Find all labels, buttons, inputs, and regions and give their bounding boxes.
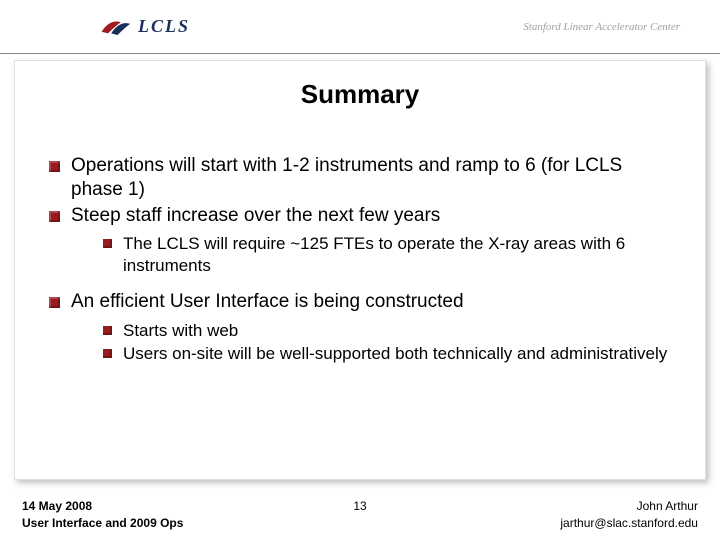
logo-swoosh-icon bbox=[100, 17, 132, 37]
bullet-item: An efficient User Interface is being con… bbox=[49, 290, 677, 364]
bullet-list: Operations will start with 1-2 instrumen… bbox=[49, 154, 677, 364]
footer: 14 May 2008 13 John Arthur User Interfac… bbox=[0, 498, 720, 532]
bullet-text: An efficient User Interface is being con… bbox=[71, 291, 464, 312]
bullet-text: Operations will start with 1-2 instrumen… bbox=[71, 155, 622, 200]
header-banner: LCLS Stanford Linear Accelerator Center bbox=[0, 0, 720, 54]
sub-bullet-text: Starts with web bbox=[123, 321, 238, 340]
slide-title: Summary bbox=[43, 79, 677, 110]
sub-bullet-item: Users on-site will be well-supported bot… bbox=[103, 343, 677, 364]
bullet-item: Steep staff increase over the next few y… bbox=[49, 204, 677, 276]
org-name: Stanford Linear Accelerator Center bbox=[523, 21, 680, 33]
logo-text: LCLS bbox=[138, 16, 190, 37]
footer-spacer bbox=[247, 515, 472, 532]
footer-date: 14 May 2008 bbox=[22, 498, 247, 515]
footer-topic: User Interface and 2009 Ops bbox=[22, 515, 247, 532]
footer-page: 13 bbox=[247, 498, 472, 515]
sub-bullet-item: The LCLS will require ~125 FTEs to opera… bbox=[103, 233, 677, 276]
bullet-text: Steep staff increase over the next few y… bbox=[71, 205, 440, 226]
footer-row-1: 14 May 2008 13 John Arthur bbox=[22, 498, 698, 515]
sub-bullet-text: Users on-site will be well-supported bot… bbox=[123, 344, 667, 363]
sub-bullet-text: The LCLS will require ~125 FTEs to opera… bbox=[123, 234, 625, 274]
sub-bullet-item: Starts with web bbox=[103, 320, 677, 341]
sub-bullet-list: The LCLS will require ~125 FTEs to opera… bbox=[103, 233, 677, 276]
footer-author: John Arthur bbox=[473, 498, 698, 515]
lcls-logo: LCLS bbox=[100, 16, 190, 37]
footer-email: jarthur@slac.stanford.edu bbox=[473, 515, 698, 532]
sub-bullet-list: Starts with web Users on-site will be we… bbox=[103, 320, 677, 365]
footer-row-2: User Interface and 2009 Ops jarthur@slac… bbox=[22, 515, 698, 532]
bullet-item: Operations will start with 1-2 instrumen… bbox=[49, 154, 677, 202]
slide-body: Summary Operations will start with 1-2 i… bbox=[14, 60, 706, 480]
